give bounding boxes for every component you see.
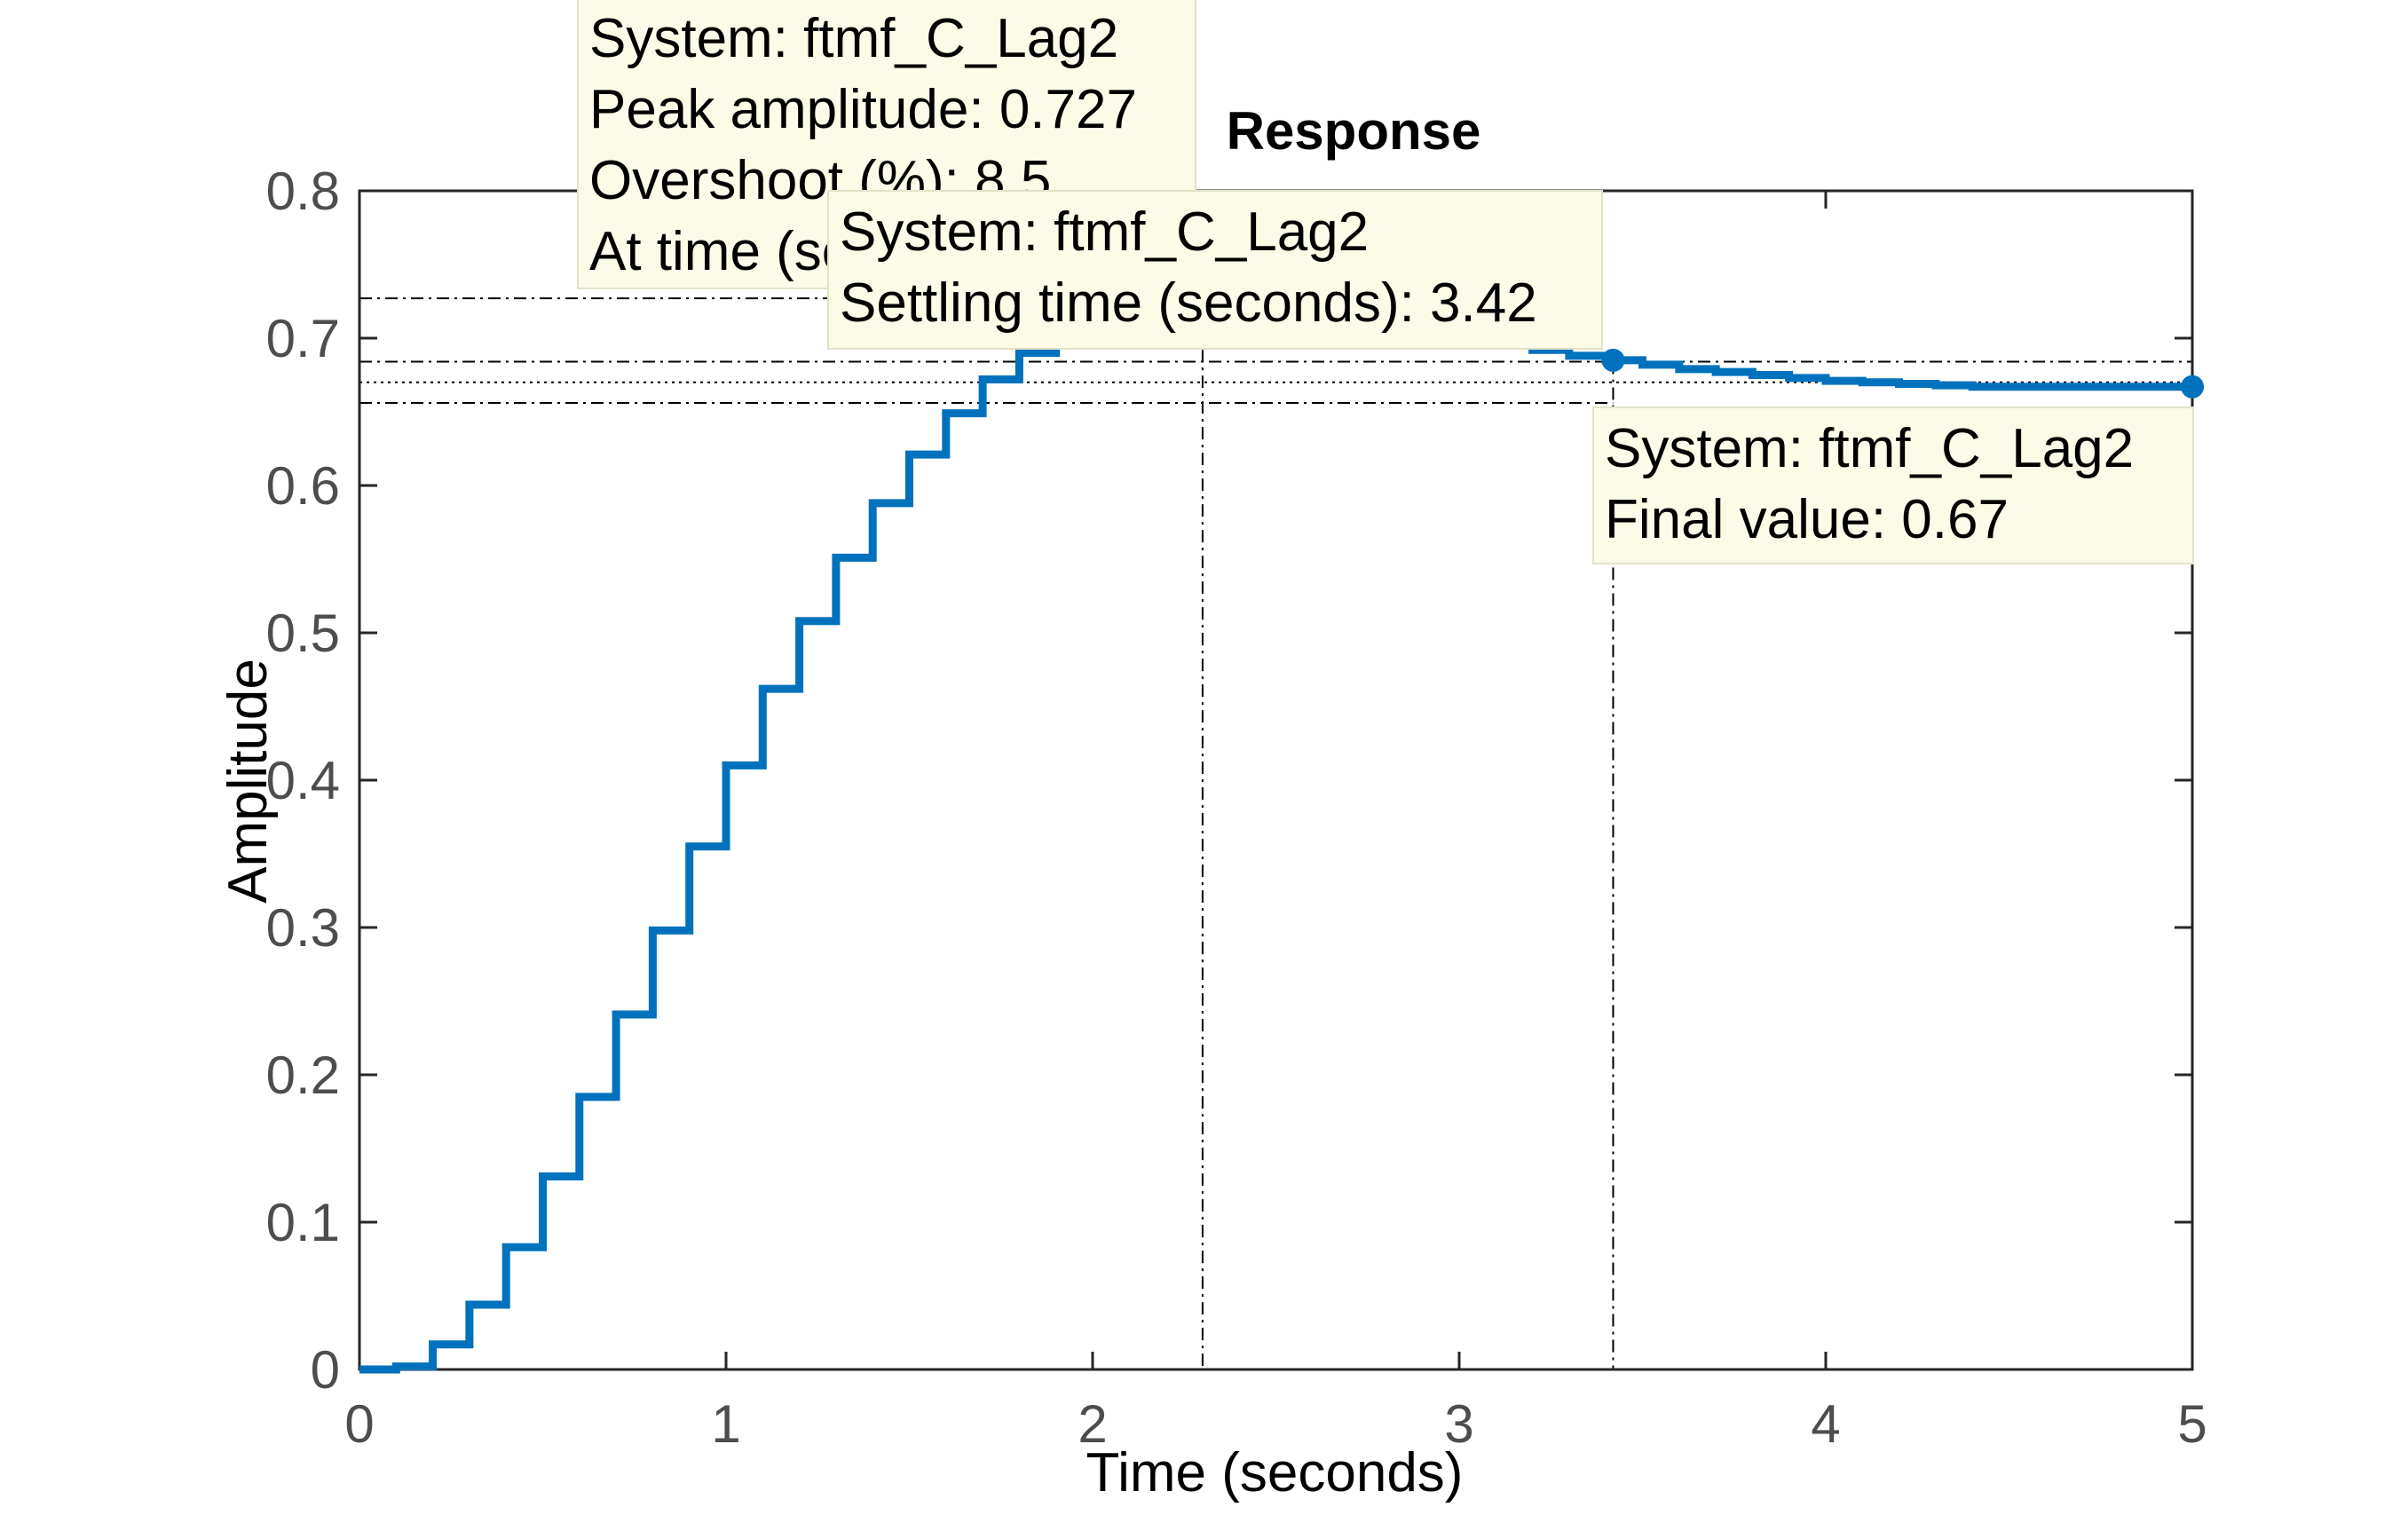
final-marker [2181,375,2204,399]
y-tick-label: 0 [311,1340,340,1400]
datatip-peak-amplitude: Peak amplitude: 0.727 [589,79,1137,140]
x-tick-label: 4 [1811,1394,1840,1454]
y-tick-label: 0.3 [266,898,340,958]
datatip-final[interactable]: System: ftmf_C_Lag2 Final value: 0.67 [1592,406,2194,564]
y-tick-label: 0.5 [266,604,340,663]
plot-frame [358,189,2194,1371]
settling-marker [1601,348,1625,372]
x-tick-label: 0 [344,1394,374,1454]
x-tick-label: 1 [711,1394,740,1454]
datatip-final-value: Final value: 0.67 [1605,489,2009,550]
y-tick-label: 0.4 [266,751,340,810]
x-tick-label: 3 [1444,1394,1473,1454]
chart-title: Response [1227,101,1481,161]
datatip-settling-system: System: ftmf_C_Lag2 [840,201,1370,263]
datatip-peak-system: System: ftmf_C_Lag2 [589,8,1119,69]
y-axis-label: Amplitude [217,659,279,904]
axes-box [358,189,2194,1371]
y-tick-label: 0.8 [266,162,340,221]
ticks: 0 1 2 3 4 5 0 0.1 0.2 0.3 0.4 0.5 0.6 0.7 0.8 [266,162,2207,1454]
y-tick-label: 0.2 [266,1046,340,1105]
y-tick-label: 0.7 [266,309,340,368]
datatip-settling-time: Settling time (seconds): 3.42 [840,272,1537,334]
x-tick-label: 5 [2177,1394,2207,1454]
datatip-settling[interactable]: System: ftmf_C_Lag2 Settling time (secon… [827,190,1603,350]
x-axis-label: Time (seconds) [1086,1442,1464,1503]
y-tick-label: 0.1 [266,1193,340,1252]
y-tick-label: 0.6 [266,456,340,516]
x-tick-label: 2 [1078,1394,1107,1454]
datatip-final-system: System: ftmf_C_Lag2 [1605,418,2135,479]
